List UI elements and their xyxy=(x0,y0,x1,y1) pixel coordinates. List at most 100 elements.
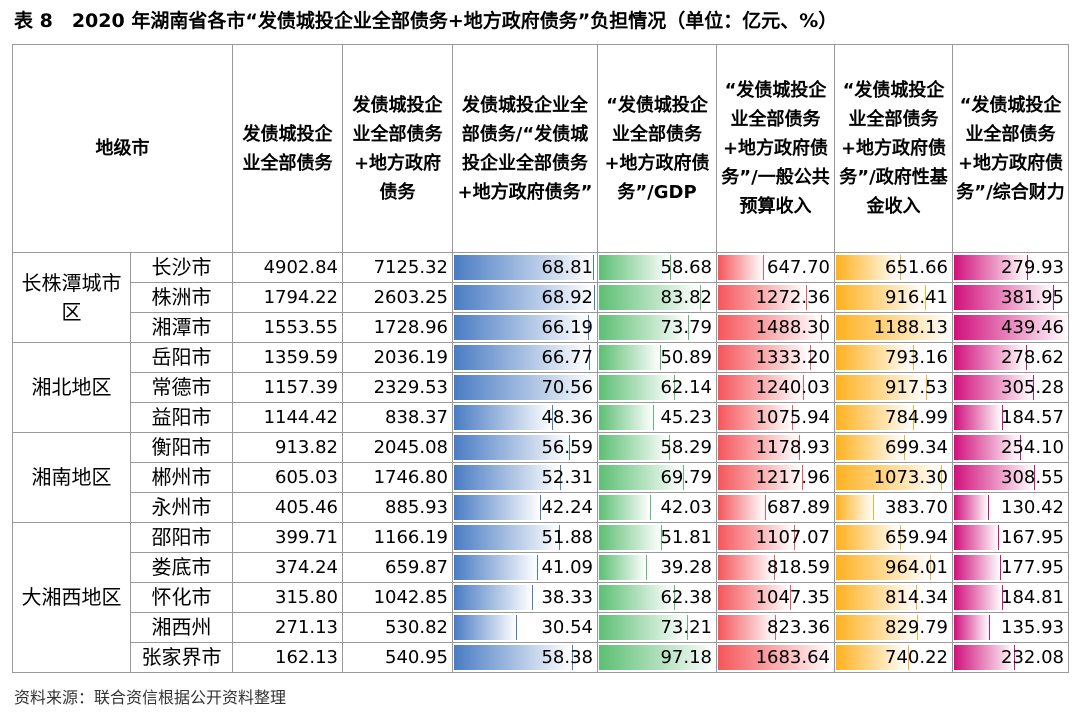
data-bar xyxy=(718,345,811,370)
cell-text: 大湘西地区 xyxy=(21,585,122,609)
cell-text: 1272.36 xyxy=(755,287,830,308)
value-cell: 1166.19 xyxy=(342,522,453,553)
cell-text: 838.37 xyxy=(385,407,448,428)
cell-text: 381.95 xyxy=(1001,287,1064,308)
cell-text: 1188.13 xyxy=(873,317,948,338)
cell-text: 2036.19 xyxy=(373,347,448,368)
cell-text: 699.34 xyxy=(885,437,948,458)
data-bar xyxy=(954,525,999,550)
cell-text: 1178.93 xyxy=(755,437,830,458)
data-bar xyxy=(836,375,927,400)
value-cell: 62.14 xyxy=(597,372,717,403)
cell-text: 69.79 xyxy=(660,467,712,488)
cell-text: 7125.32 xyxy=(373,257,448,278)
value-cell: 73.21 xyxy=(597,612,717,643)
cell-text: 1073.30 xyxy=(873,467,948,488)
cell-text: 97.18 xyxy=(660,647,712,668)
data-bar xyxy=(454,555,539,580)
cell-text: 1075.94 xyxy=(755,407,830,428)
value-cell: 1107.07 xyxy=(716,522,835,553)
city-cell: 怀化市 xyxy=(130,582,233,613)
data-bar xyxy=(454,255,595,280)
cell-text: 1240.03 xyxy=(755,377,830,398)
cell-text: 659.87 xyxy=(385,557,448,578)
cell-text: 83.82 xyxy=(660,287,712,308)
cell-text: 383.70 xyxy=(885,497,948,518)
cell-text: 793.16 xyxy=(885,347,948,368)
cell-text: 254.10 xyxy=(1001,437,1064,458)
cell-text: 1157.39 xyxy=(263,377,338,398)
value-cell: 1359.59 xyxy=(232,342,343,373)
data-bar xyxy=(599,285,701,310)
source: 资料来源：联合资信根据公开资料整理 xyxy=(14,688,287,707)
value-cell: 73.79 xyxy=(597,312,717,343)
data-bar xyxy=(454,585,533,610)
data-bar xyxy=(599,255,671,280)
value-cell: 48.36 xyxy=(452,402,598,433)
cell-text: 374.24 xyxy=(275,557,338,578)
value-cell: 167.95 xyxy=(952,522,1069,553)
cell-text: 73.21 xyxy=(660,617,712,638)
city-cell: 长沙市 xyxy=(130,252,233,283)
cell-text: 399.71 xyxy=(275,527,338,548)
value-cell: 605.03 xyxy=(232,462,343,493)
data-bar xyxy=(599,495,651,520)
value-cell: 659.94 xyxy=(834,522,953,553)
cell-text: 68.81 xyxy=(541,257,593,278)
value-cell: 305.28 xyxy=(952,372,1069,403)
value-cell: 279.93 xyxy=(952,252,1069,283)
cell-text: “发债城投企业全部债务+地方政府债务”/综合财力 xyxy=(956,94,1065,203)
city-cell: 益阳市 xyxy=(130,402,233,433)
value-cell: 45.23 xyxy=(597,402,717,433)
value-cell: 68.92 xyxy=(452,282,598,313)
value-cell: 1794.22 xyxy=(232,282,343,313)
cell-text: 怀化市 xyxy=(151,585,212,609)
city-cell: 株洲市 xyxy=(130,282,233,313)
cell-text: 41.09 xyxy=(541,557,593,578)
value-cell: 1488.30 xyxy=(716,312,835,343)
cell-text: 964.01 xyxy=(885,557,948,578)
data-bar xyxy=(454,495,541,520)
data-bar xyxy=(954,465,1036,490)
data-bar xyxy=(718,255,764,280)
data-bar xyxy=(599,405,655,430)
cell-text: 184.81 xyxy=(1001,587,1064,608)
value-cell: 52.31 xyxy=(452,462,598,493)
region-cell: 大湘西地区 xyxy=(12,522,131,673)
cell-text: 56.59 xyxy=(541,437,593,458)
cell-text: 1107.07 xyxy=(755,527,830,548)
data-bar xyxy=(836,405,914,430)
value-cell: 62.38 xyxy=(597,582,717,613)
cell-text: 1746.80 xyxy=(373,467,448,488)
city-cell: 常德市 xyxy=(130,372,233,403)
data-bar xyxy=(718,645,834,670)
cell-text: 1728.96 xyxy=(373,317,448,338)
cell-text: 784.99 xyxy=(885,407,948,428)
value-cell: 823.36 xyxy=(716,612,835,643)
cell-text: 818.59 xyxy=(767,557,830,578)
city-cell: 郴州市 xyxy=(130,462,233,493)
cell-text: 162.13 xyxy=(275,647,338,668)
city-cell: 岳阳市 xyxy=(130,342,233,373)
region-cell: 湘北地区 xyxy=(12,342,131,433)
cell-text: 1047.35 xyxy=(755,587,830,608)
value-cell: 1333.20 xyxy=(716,342,835,373)
cell-text: 740.22 xyxy=(885,647,948,668)
value-cell: 39.28 xyxy=(597,552,717,583)
cell-text: 邵阳市 xyxy=(151,525,212,549)
cell-text: 发债城投企业全部债务+地方政府债务 xyxy=(352,94,443,203)
value-cell: 308.55 xyxy=(952,462,1069,493)
data-bar xyxy=(954,255,1028,280)
data-bar xyxy=(454,285,595,310)
data-bar xyxy=(454,435,570,460)
cell-text: 659.94 xyxy=(885,527,948,548)
value-cell: 254.10 xyxy=(952,432,1069,463)
cell-text: 647.70 xyxy=(767,257,830,278)
value-cell: 66.19 xyxy=(452,312,598,343)
data-bar xyxy=(836,525,902,550)
value-cell: 399.71 xyxy=(232,522,343,553)
data-bar xyxy=(954,405,1003,430)
data-bar xyxy=(718,555,776,580)
cell-text: “发债城投企业全部债务+地方政府债务”/一般公共预算收入 xyxy=(721,80,830,217)
cell-text: 167.95 xyxy=(1001,527,1064,548)
